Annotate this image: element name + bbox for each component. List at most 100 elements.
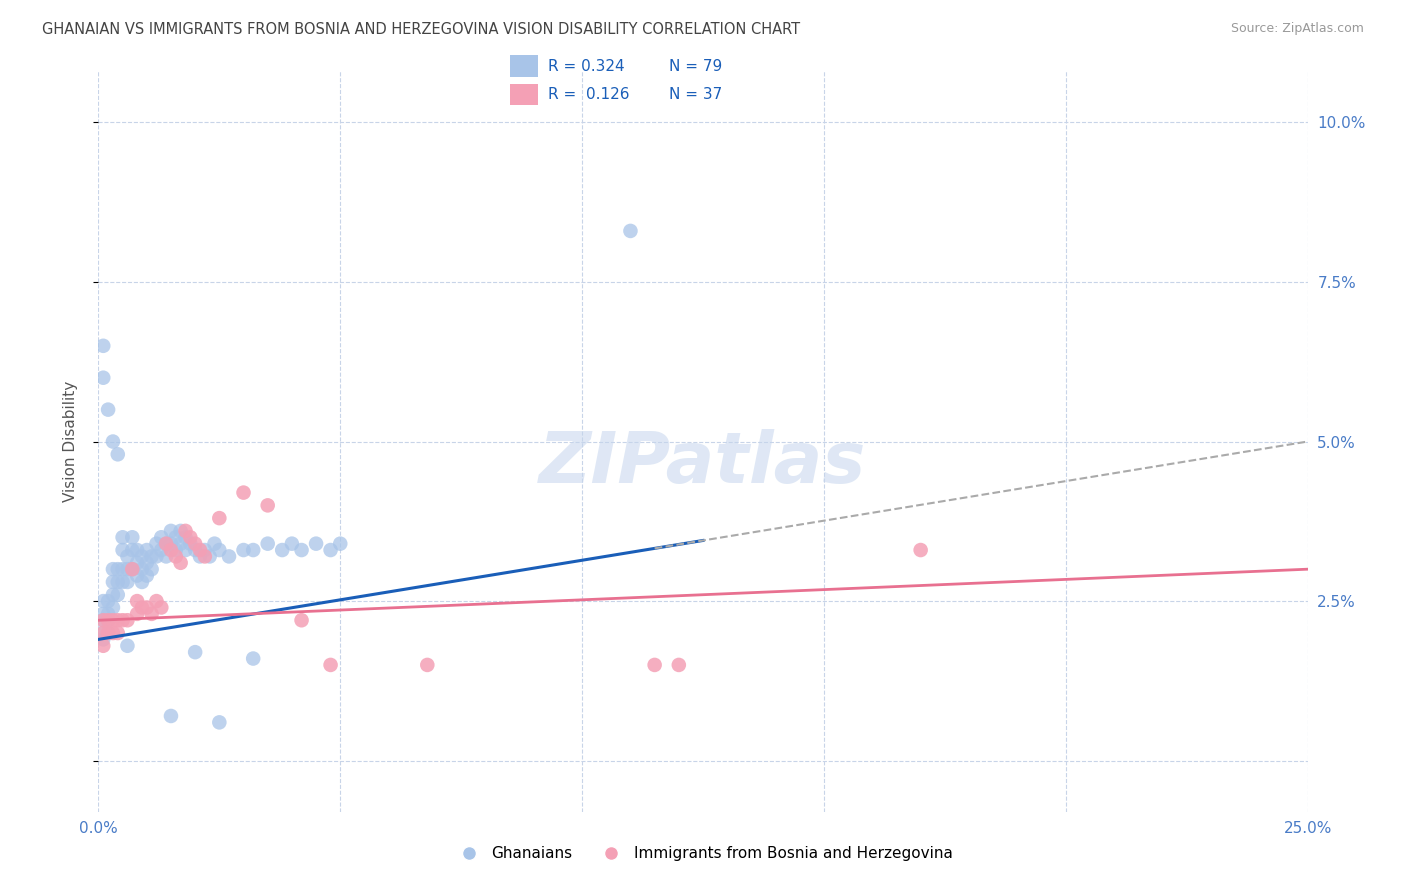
Point xyxy=(208,715,231,730)
Point xyxy=(242,543,264,558)
Text: R = 0.324: R = 0.324 xyxy=(548,59,626,73)
Point xyxy=(101,600,124,615)
Point xyxy=(160,524,183,538)
Point xyxy=(131,562,153,576)
Point xyxy=(91,613,114,627)
Point xyxy=(97,613,120,627)
Point xyxy=(101,434,124,449)
Point xyxy=(184,645,207,659)
Point xyxy=(290,613,312,627)
Point xyxy=(121,562,143,576)
Point xyxy=(91,370,114,384)
Point xyxy=(242,651,264,665)
Point xyxy=(97,594,120,608)
Point xyxy=(101,613,124,627)
Y-axis label: Vision Disability: Vision Disability xyxy=(63,381,77,502)
Point xyxy=(165,530,187,544)
Point xyxy=(305,536,328,550)
Point xyxy=(188,549,211,564)
Point xyxy=(135,543,157,558)
Point xyxy=(188,543,211,558)
Point xyxy=(179,530,201,544)
Point xyxy=(145,549,167,564)
Point xyxy=(271,543,294,558)
Point xyxy=(111,562,134,576)
Point xyxy=(107,562,129,576)
Point xyxy=(155,536,177,550)
Point xyxy=(97,402,120,417)
Point xyxy=(107,574,129,589)
Point xyxy=(218,549,240,564)
Point xyxy=(135,556,157,570)
Point xyxy=(121,562,143,576)
Point xyxy=(135,568,157,582)
Point xyxy=(117,613,139,627)
Point xyxy=(101,626,124,640)
Point xyxy=(160,709,183,723)
Point xyxy=(127,607,149,621)
Point xyxy=(97,607,120,621)
Point xyxy=(121,530,143,544)
Point xyxy=(165,549,187,564)
Point xyxy=(910,543,932,558)
Point xyxy=(150,600,173,615)
Point xyxy=(150,530,173,544)
Point xyxy=(91,626,114,640)
Point xyxy=(107,626,129,640)
Point xyxy=(329,536,352,550)
Point xyxy=(121,543,143,558)
Point xyxy=(127,594,149,608)
Point xyxy=(91,607,114,621)
Point xyxy=(91,613,114,627)
Point xyxy=(644,657,666,672)
Point xyxy=(174,543,197,558)
Legend: Ghanaians, Immigrants from Bosnia and Herzegovina: Ghanaians, Immigrants from Bosnia and He… xyxy=(447,839,959,867)
Point xyxy=(107,613,129,627)
Point xyxy=(97,613,120,627)
Point xyxy=(91,339,114,353)
Point xyxy=(91,632,114,647)
Point xyxy=(91,594,114,608)
Point xyxy=(160,536,183,550)
Point xyxy=(179,536,201,550)
Point xyxy=(127,556,149,570)
Point xyxy=(150,543,173,558)
Point xyxy=(169,556,191,570)
Point xyxy=(319,657,342,672)
Point xyxy=(111,613,134,627)
Point xyxy=(174,524,197,538)
Point xyxy=(91,626,114,640)
Point xyxy=(91,639,114,653)
Point xyxy=(141,549,163,564)
Point xyxy=(169,524,191,538)
Point xyxy=(131,574,153,589)
Text: N = 37: N = 37 xyxy=(669,87,723,102)
Point xyxy=(165,543,187,558)
Point xyxy=(155,549,177,564)
Text: ZIPatlas: ZIPatlas xyxy=(540,429,866,499)
Point xyxy=(145,536,167,550)
Text: Source: ZipAtlas.com: Source: ZipAtlas.com xyxy=(1230,22,1364,36)
Point xyxy=(127,568,149,582)
Point xyxy=(160,543,183,558)
Text: R =  0.126: R = 0.126 xyxy=(548,87,630,102)
Point xyxy=(208,511,231,525)
Point xyxy=(101,588,124,602)
Point xyxy=(184,543,207,558)
Point xyxy=(169,536,191,550)
Point xyxy=(204,536,226,550)
Point xyxy=(281,536,304,550)
Point xyxy=(107,447,129,461)
Point xyxy=(256,499,278,513)
Point xyxy=(184,536,207,550)
Point xyxy=(290,543,312,558)
Point xyxy=(111,574,134,589)
Point xyxy=(97,626,120,640)
Point xyxy=(256,536,278,550)
Point xyxy=(127,543,149,558)
Point xyxy=(208,543,231,558)
Point xyxy=(194,549,217,564)
Point xyxy=(111,543,134,558)
Point xyxy=(117,562,139,576)
Point xyxy=(131,549,153,564)
